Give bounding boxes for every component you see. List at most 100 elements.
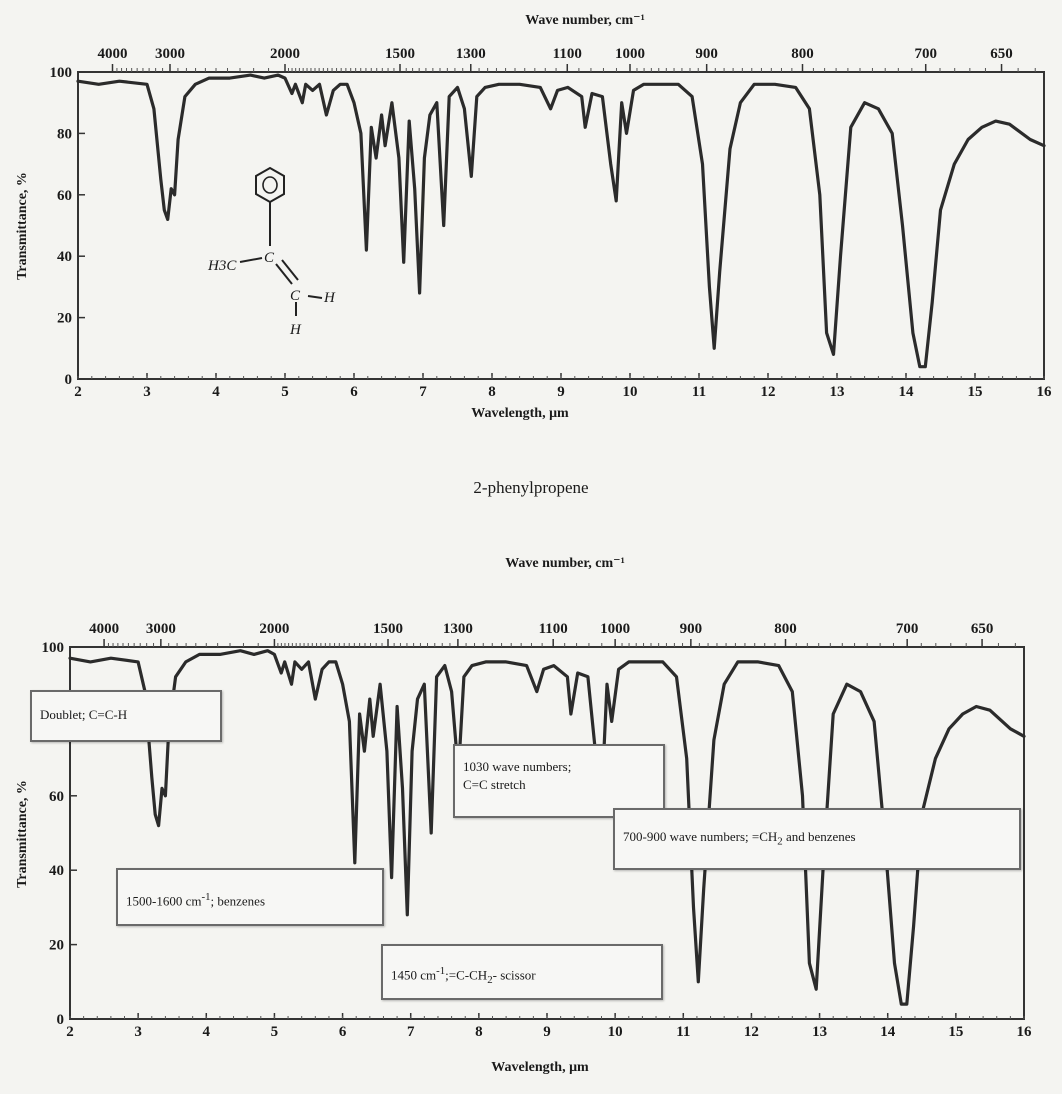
x-tick-label: 5 (271, 1024, 279, 1040)
carbon-label-1: C (264, 250, 275, 266)
benzene-ring-inner-circle (262, 176, 278, 194)
x-tick-label: 15 (968, 384, 983, 400)
benzene-ring-icon (255, 166, 285, 204)
y-axis-title: Transmittance, % (15, 172, 30, 280)
spectrum-chart-2: 2345678910111213141516020406080100400030… (15, 556, 1032, 1075)
y-tick-label: 40 (49, 863, 64, 879)
x-tick-label: 16 (1037, 384, 1053, 400)
wavenumber-tick-label: 3000 (155, 46, 185, 62)
y-tick-label: 100 (42, 640, 65, 656)
x-tick-label: 7 (407, 1024, 415, 1040)
top-axis-title: Wave number, cm⁻¹ (505, 556, 625, 571)
x-tick-label: 10 (608, 1024, 623, 1040)
y-tick-label: 0 (57, 1012, 65, 1028)
h-bond-right (307, 295, 323, 299)
wavenumber-tick-label: 1000 (600, 621, 630, 637)
x-tick-label: 13 (830, 384, 845, 400)
hydrogen-label-1: H (323, 290, 336, 306)
annotation-text: Doublet; C=C-H (40, 707, 128, 722)
x-tick-label: 16 (1017, 1024, 1033, 1040)
wavenumber-tick-label: 650 (990, 46, 1013, 62)
double-bond-line-1 (275, 263, 293, 285)
x-tick-label: 9 (557, 384, 565, 400)
wavenumber-tick-label: 3000 (146, 621, 176, 637)
y-tick-label: 80 (57, 126, 72, 142)
x-tick-label: 6 (339, 1024, 347, 1040)
wavenumber-tick-label: 700 (914, 46, 937, 62)
x-tick-label: 11 (676, 1024, 690, 1040)
x-tick-label: 2 (66, 1024, 74, 1040)
wavenumber-tick-label: 800 (774, 621, 797, 637)
x-tick-label: 12 (744, 1024, 759, 1040)
x-tick-label: 13 (812, 1024, 827, 1040)
annotation-line-1: 1030 wave numbers; (463, 759, 572, 774)
x-tick-label: 14 (899, 384, 915, 400)
annotation-subscript: 2 (487, 973, 493, 986)
annotation-line-2: C=C stretch (463, 777, 526, 792)
top-axis-title: Wave number, cm⁻¹ (525, 13, 645, 28)
carbon-label-2: C (290, 288, 301, 304)
x-tick-label: 14 (880, 1024, 896, 1040)
annotation-doublet-cch: Doublet; C=C-H (30, 690, 222, 742)
x-tick-label: 2 (74, 384, 82, 400)
x-tick-label: 6 (350, 384, 358, 400)
wavenumber-tick-label: 4000 (89, 621, 119, 637)
y-axis-title: Transmittance, % (15, 780, 30, 888)
annotation-benzenes-1500-1600: 1500-1600 cm-1; benzenes (116, 868, 384, 926)
x-tick-label: 4 (212, 384, 220, 400)
x-tick-label: 10 (623, 384, 638, 400)
wavenumber-tick-label: 2000 (270, 46, 300, 62)
wavenumber-tick-label: 1100 (553, 46, 582, 62)
y-tick-label: 60 (49, 789, 64, 805)
wavenumber-tick-label: 1000 (615, 46, 645, 62)
wavenumber-tick-label: 800 (791, 46, 814, 62)
y-tick-label: 40 (57, 249, 72, 265)
wavenumber-tick-label: 4000 (98, 46, 128, 62)
wavenumber-tick-label: 700 (896, 621, 919, 637)
compound-caption: 2-phenylpropene (473, 478, 589, 497)
wavenumber-tick-label: 650 (971, 621, 994, 637)
wavenumber-tick-label: 900 (695, 46, 718, 62)
y-tick-label: 0 (65, 372, 73, 388)
annotation-text-after: and benzenes (782, 829, 856, 844)
x-tick-label: 11 (692, 384, 706, 400)
x-tick-label: 7 (419, 384, 427, 400)
wavenumber-tick-label: 1300 (456, 46, 486, 62)
x-tick-label: 12 (761, 384, 776, 400)
annotation-subscript: 2 (777, 835, 783, 848)
x-axis-title: Wavelength, μm (491, 1060, 589, 1075)
wavenumber-tick-label: 1300 (443, 621, 473, 637)
y-tick-label: 20 (57, 311, 72, 327)
x-axis-title: Wavelength, μm (471, 406, 569, 421)
x-tick-label: 8 (475, 1024, 483, 1040)
spectrum-line (76, 73, 1046, 369)
annotation-superscript: -1 (436, 965, 446, 977)
annotation-text-after-2: - scissor (492, 967, 536, 983)
y-tick-label: 60 (57, 188, 72, 204)
wavenumber-tick-label: 1100 (539, 621, 568, 637)
wavenumber-tick-label: 1500 (385, 46, 415, 62)
hydrogen-label-2: H (289, 322, 302, 338)
x-tick-label: 8 (488, 384, 496, 400)
x-tick-label: 15 (948, 1024, 963, 1040)
spectrum-chart-1: 2 3 4 5 6 7 8 9 10 11 12 13 14 15 16 0 20 40 60 80 100 4000 30… (15, 13, 1052, 421)
x-tick-label: 3 (143, 384, 151, 400)
molecule-structure-drawing: H3C C C H H (207, 166, 336, 338)
annotation-1030-stretch: 1030 wave numbers; C=C stretch (453, 744, 665, 818)
annotation-scissor-1450: 1450 cm-1;=C-CH2- scissor (381, 944, 663, 1000)
methyl-bond (239, 257, 263, 263)
double-bond-line-2 (281, 259, 299, 281)
annotation-text: 1500-1600 cm (126, 893, 202, 909)
annotation-text: 700-900 wave numbers; =CH (623, 829, 778, 844)
wavenumber-tick-label: 900 (680, 621, 703, 637)
x-tick-label: 4 (203, 1024, 211, 1040)
x-tick-label: 9 (543, 1024, 551, 1040)
y-tick-label: 100 (50, 65, 73, 81)
wavenumber-tick-label: 2000 (259, 621, 289, 637)
x-tick-label: 5 (281, 384, 289, 400)
wavenumber-tick-label: 1500 (373, 621, 403, 637)
x-tick-label: 3 (134, 1024, 142, 1040)
annotation-text-after: ;=C-CH (445, 967, 488, 983)
